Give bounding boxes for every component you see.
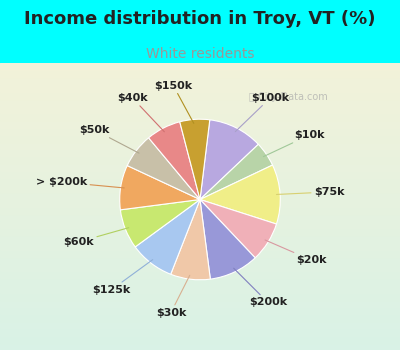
Bar [0,149,400,156]
Bar [0,92,400,99]
Bar [0,127,400,135]
Bar [0,63,400,70]
Text: $100k: $100k [235,93,290,132]
Wedge shape [120,199,200,247]
Bar [0,142,400,149]
Bar [0,343,400,350]
Text: $60k: $60k [64,228,129,247]
Bar [0,171,400,178]
Bar [0,135,400,142]
Bar [0,242,400,250]
Bar [0,84,400,92]
Bar [0,307,400,314]
Bar [0,257,400,264]
Bar [0,321,400,328]
Bar [0,163,400,171]
Bar [0,314,400,321]
Bar [0,286,400,293]
Bar [0,70,400,77]
Text: $125k: $125k [92,260,153,295]
Text: $200k: $200k [234,268,287,308]
Text: $30k: $30k [156,275,190,318]
Bar [0,221,400,228]
Wedge shape [200,144,272,199]
Bar [0,106,400,113]
Text: $20k: $20k [265,240,327,265]
Text: $40k: $40k [117,93,164,132]
Wedge shape [127,138,200,200]
Text: $150k: $150k [154,81,194,123]
Wedge shape [135,199,200,274]
Bar [0,250,400,257]
Text: White residents: White residents [146,47,254,61]
Bar [0,185,400,192]
Wedge shape [180,119,210,200]
Bar [0,264,400,271]
Bar [0,336,400,343]
Bar [0,271,400,278]
Bar [0,228,400,235]
Bar [0,293,400,300]
Wedge shape [149,122,200,200]
Wedge shape [200,199,276,258]
Text: Ⓜ City-Data.com: Ⓜ City-Data.com [249,92,327,103]
Bar [0,120,400,127]
Wedge shape [200,199,255,279]
Text: $10k: $10k [264,130,324,156]
Bar [0,199,400,206]
Bar [0,278,400,286]
Bar [0,77,400,84]
Text: > $200k: > $200k [36,177,124,188]
Wedge shape [200,120,258,199]
Bar [0,178,400,185]
Bar [0,192,400,199]
Bar [0,156,400,163]
Text: Income distribution in Troy, VT (%): Income distribution in Troy, VT (%) [24,10,376,28]
Bar [0,99,400,106]
Bar [0,328,400,336]
Bar [0,300,400,307]
Wedge shape [200,165,280,224]
Bar [0,206,400,214]
Bar [0,214,400,221]
Bar [0,235,400,242]
Bar [0,113,400,120]
Text: $50k: $50k [79,125,139,153]
Wedge shape [171,199,210,280]
Wedge shape [120,166,200,210]
Text: $75k: $75k [276,187,344,197]
